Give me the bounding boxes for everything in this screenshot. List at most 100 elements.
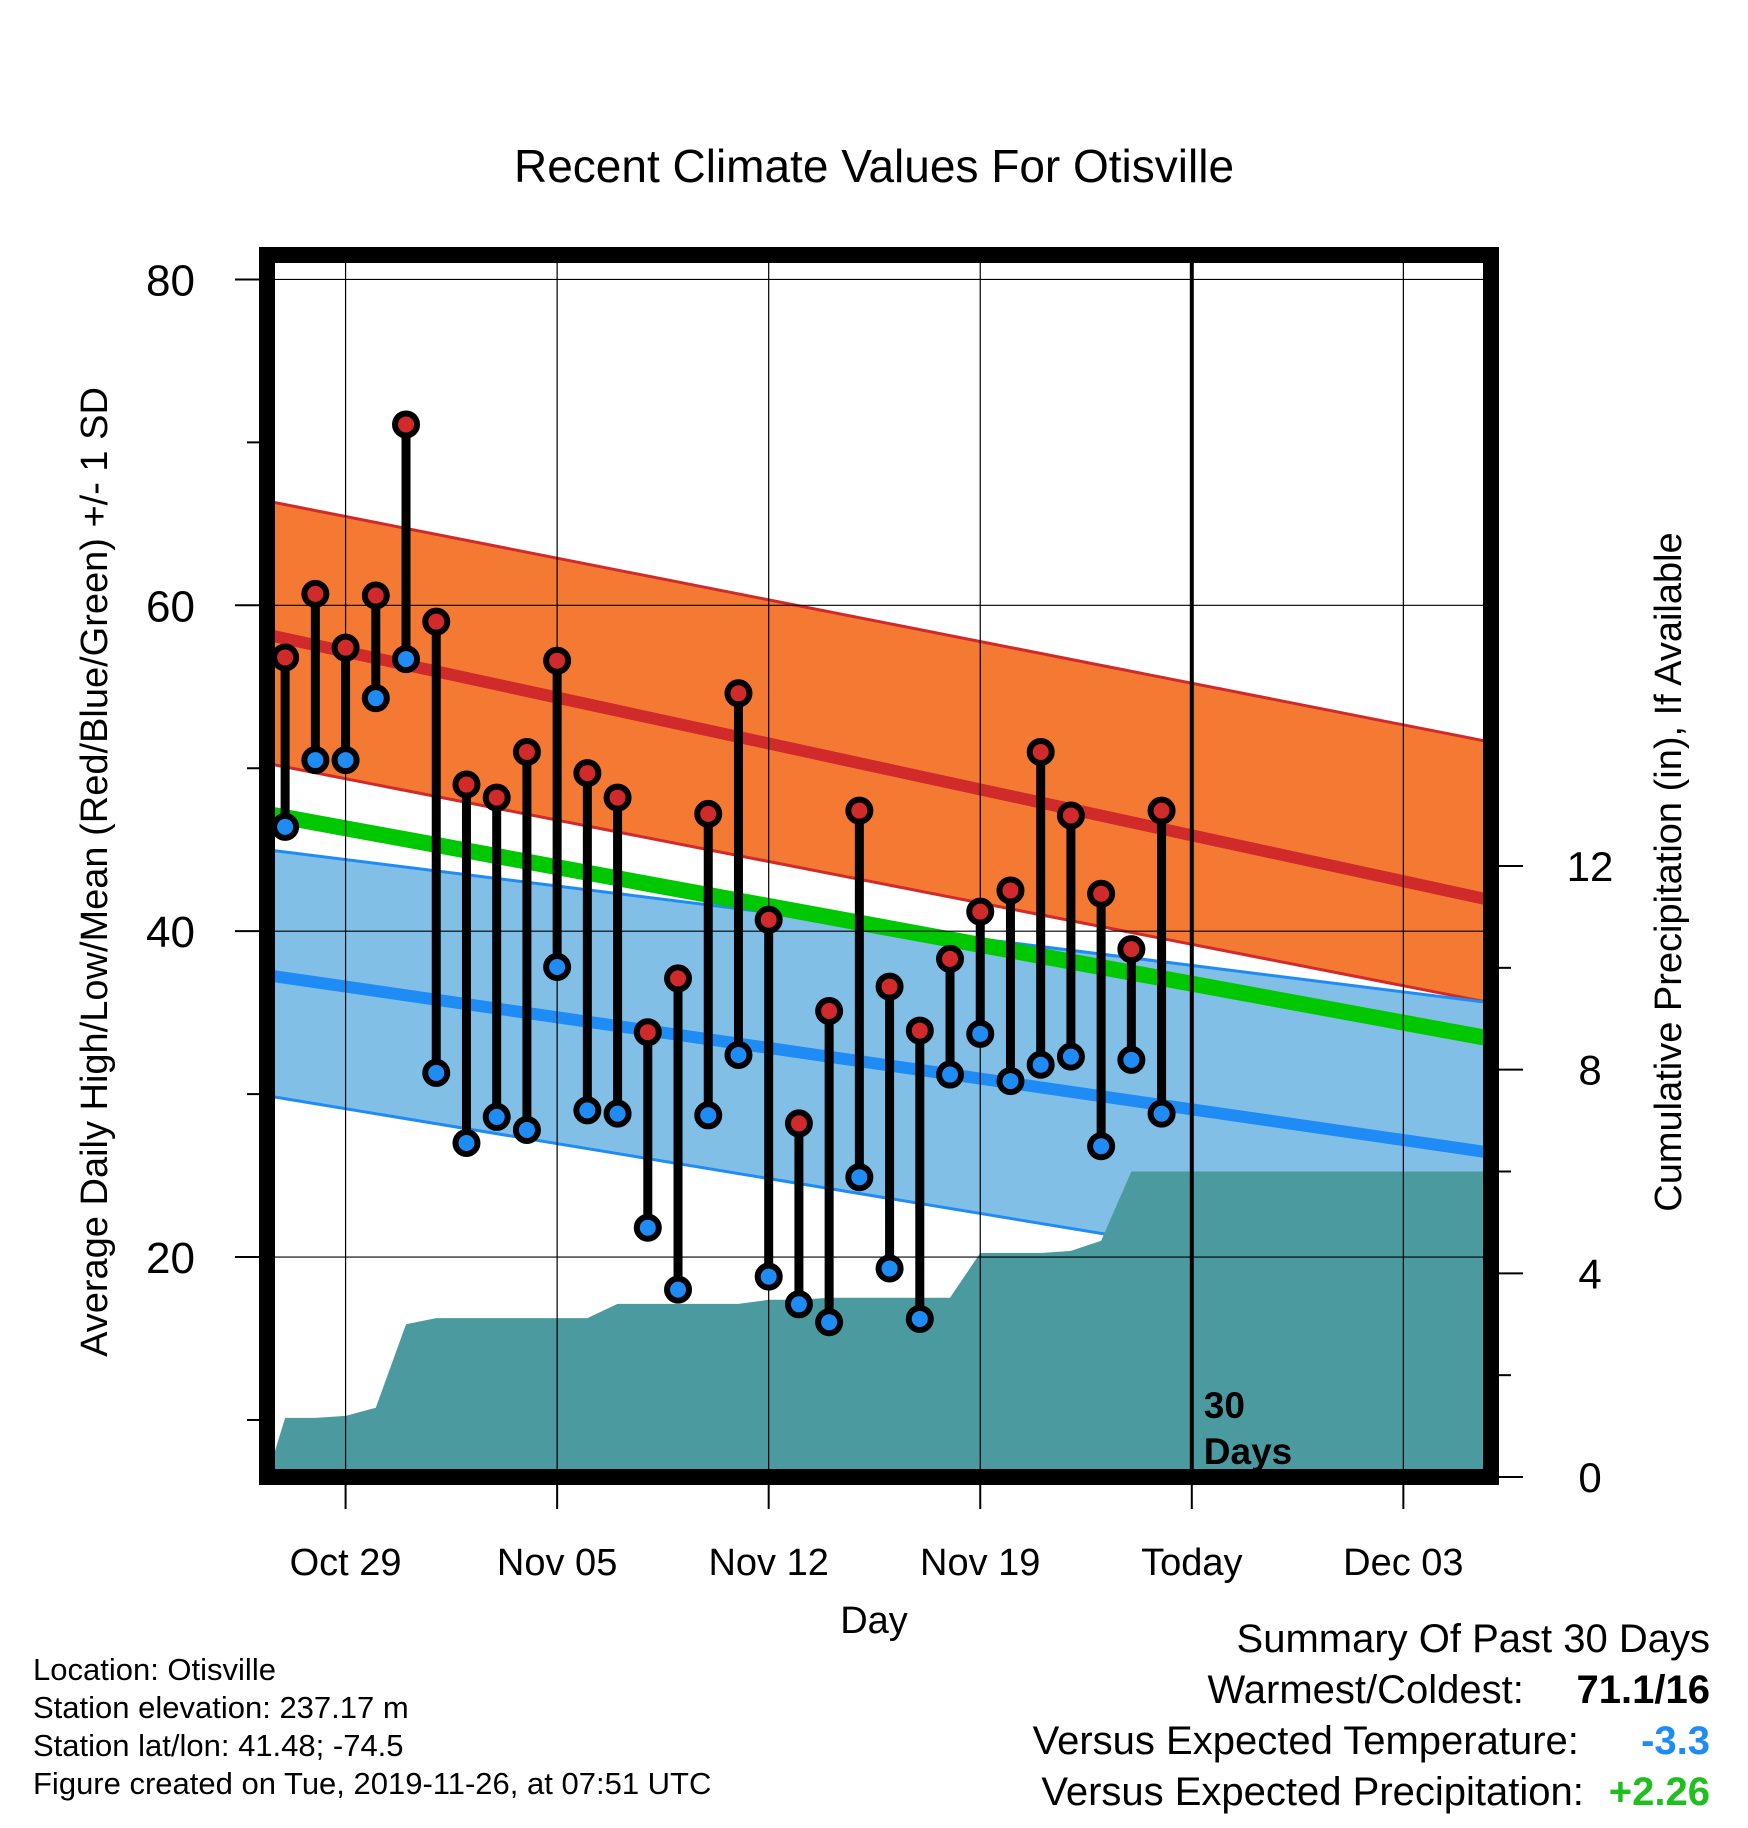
daily-high-point [815,997,844,1026]
daily-low-point [724,1041,753,1070]
daily-low-point [482,1102,511,1131]
x-tick-label: Dec 03 [1343,1542,1463,1584]
y2-axis-label: Cumulative Precipitation (in), If Availa… [1648,532,1690,1211]
summary-panel: Summary Of Past 30 Days Warmest/Coldest:… [1033,1614,1710,1818]
high-sd-lower-edge [267,761,1491,1005]
daily-low-point [905,1304,934,1333]
daily-low-point [361,684,390,713]
location-name: Location: Otisville [33,1652,276,1687]
daily-low-point [452,1128,481,1157]
y-tick-label: 20 [146,1234,195,1283]
x-axis-label: Day [840,1600,908,1642]
daily-low-point [875,1254,904,1283]
daily-low-point [815,1308,844,1337]
daily-low-point [633,1213,662,1242]
daily-high-point [1026,737,1055,766]
daily-high-point [603,783,632,812]
y-tick-label: 60 [146,582,195,631]
daily-high-point [996,876,1025,905]
summary-temp: Versus Expected Temperature: -3.3 [1033,1716,1710,1766]
daily-high-point [1147,796,1176,825]
daily-low-point [543,953,572,982]
daily-low-point [1056,1042,1085,1071]
station-latlon: Station lat/lon: 41.48; -74.5 [33,1728,404,1763]
y2-tick-label: 0 [1578,1454,1601,1501]
daily-high-point [633,1018,662,1047]
x-tick-label: Oct 29 [290,1542,402,1584]
temp-value: -3.3 [1641,1719,1710,1763]
daily-high-point [512,737,541,766]
daily-high-point [905,1016,934,1045]
mean-normal-line [267,805,1491,1047]
daily-low-point [301,746,330,775]
today-days-label: Days [1204,1431,1292,1472]
figure-created: Figure created on Tue, 2019-11-26, at 07… [33,1766,712,1801]
precip-value: +2.26 [1608,1770,1710,1814]
daily-high-point [966,897,995,926]
daily-low-point [422,1058,451,1087]
daily-high-point [1087,879,1116,908]
daily-high-point [392,410,421,439]
x-tick-label: Today [1141,1542,1242,1584]
daily-high-point [452,770,481,799]
daily-low-point [996,1067,1025,1096]
daily-high-point [664,964,693,993]
summary-title: Summary Of Past 30 Days [1236,1617,1710,1661]
daily-high-point [482,783,511,812]
daily-high-point [754,905,783,934]
daily-low-point [694,1101,723,1130]
plot-frame [259,247,1499,1485]
daily-high-point [694,799,723,828]
daily-high-point [936,944,965,973]
daily-high-point [422,607,451,636]
daily-low-point [603,1099,632,1128]
summary-precip: Versus Expected Precipitation: +2.26 [1033,1766,1710,1818]
daily-high-point [724,679,753,708]
precip-area [267,1171,1491,1477]
station-info: Location: Otisville Station elevation: 2… [33,1651,711,1803]
y-tick-label: 80 [146,256,195,305]
daily-high-point [784,1109,813,1138]
y2-tick-label: 4 [1578,1250,1601,1297]
daily-high-point [301,579,330,608]
chart-title: Recent Climate Values For Otisville [514,140,1234,192]
daily-high-point [271,643,300,672]
daily-low-point [966,1019,995,1048]
summary-warmest-coldest: Warmest/Coldest: 71.1/16 [1033,1664,1711,1716]
x-tick-label: Nov 12 [708,1542,828,1584]
temp-label: Versus Expected Temperature: [1032,1719,1579,1763]
daily-high-point [543,646,572,675]
daily-low-point [754,1262,783,1291]
daily-low-point [573,1096,602,1125]
high-sd-band [267,501,1491,1003]
daily-high-point [1117,935,1146,964]
daily-high-point [875,972,904,1001]
x-tick-label: Nov 05 [497,1542,617,1584]
daily-high-point [361,581,390,610]
daily-low-point [392,645,421,674]
high-normal-line [267,628,1491,907]
daily-low-point [784,1290,813,1319]
daily-high-point [845,796,874,825]
y2-tick-label: 8 [1578,1047,1601,1094]
y-tick-label: 40 [146,908,195,957]
y2-tick-label: 12 [1567,843,1614,890]
warmest-coldest-value: 71.1/16 [1576,1668,1710,1712]
daily-high-point [331,633,360,662]
daily-low-point [271,812,300,841]
daily-low-point [1026,1050,1055,1079]
daily-low-point [1147,1099,1176,1128]
low-normal-line [267,969,1491,1159]
daily-low-point [512,1115,541,1144]
daily-low-point [664,1275,693,1304]
precip-label: Versus Expected Precipitation: [1041,1770,1584,1814]
daily-low-point [1087,1132,1116,1161]
today-days-label: 30 [1204,1385,1245,1426]
daily-low-point [845,1163,874,1192]
daily-low-point [331,746,360,775]
daily-low-point [1117,1045,1146,1074]
daily-high-point [1056,801,1085,830]
station-elevation: Station elevation: 237.17 m [33,1690,409,1725]
y-axis-label: Average Daily High/Low/Mean (Red/Blue/Gr… [74,387,116,1357]
